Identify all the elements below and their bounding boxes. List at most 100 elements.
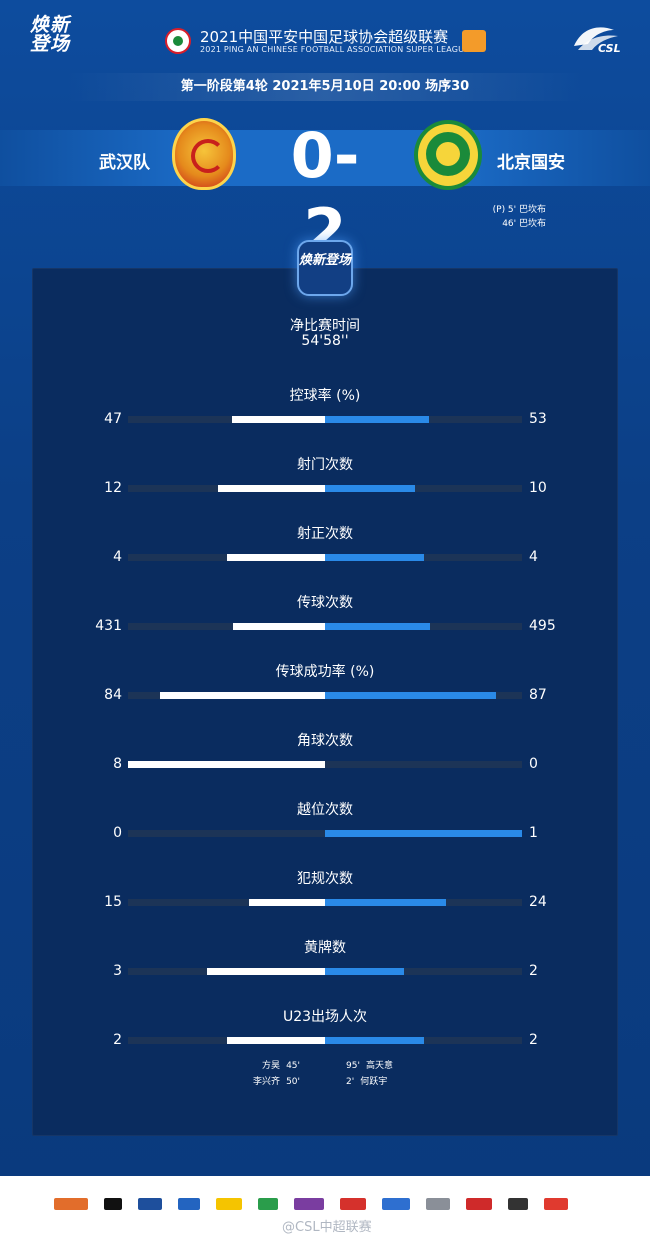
stat-bar-home [217,485,325,492]
sponsor-logo-icon [104,1198,122,1210]
stat-label: 控球率 (%) [289,388,361,404]
stat-row: 黄牌数 3 2 [0,937,650,997]
stat-row: 犯规次数 15 24 [0,868,650,928]
stat-bar-track [128,554,522,561]
stats-panel [32,268,618,1136]
stat-bar-away [325,623,431,630]
stat-away-value: 4 [529,549,538,565]
sponsor-logo-icon [340,1198,366,1210]
stat-bar-track [128,692,522,699]
stat-bar-away [325,1037,424,1044]
stat-row: 射门次数 12 10 [0,454,650,514]
stat-row: U23出场人次 2 2 [0,1006,650,1066]
stat-bar-home [249,899,325,906]
csl-text: CSL [598,42,621,55]
panel-badge-icon [297,240,353,296]
net-time-label: 净比赛时间 [290,318,360,334]
stat-bar-track [128,416,522,423]
stat-away-value: 10 [529,480,547,496]
top-header: 焕新登场 2021中国平安中国足球协会超级联赛 2021 PING AN CHI… [0,0,650,70]
league-title: 2021中国平安中国足球协会超级联赛 [200,28,449,46]
stat-home-value: 4 [113,549,122,565]
sponsor-logo-icon [426,1198,450,1210]
player-minute: 45' [286,1061,300,1071]
stat-away-value: 1 [529,825,538,841]
player-name: 高天意 [365,1061,393,1071]
goal-event: 46' 巴坎布 [502,219,546,229]
player-minute: 2' [346,1077,355,1087]
list-item: 方昊 45' [232,1058,300,1074]
stat-row: 传球成功率 (%) 84 87 [0,661,650,721]
stat-home-value: 2 [113,1032,122,1048]
stat-away-value: 53 [529,411,547,427]
list-item: 李兴齐 50' [232,1074,300,1090]
stat-bar-home [233,623,325,630]
stat-label: 射门次数 [297,457,353,473]
sponsor-logo-icon [382,1198,410,1210]
away-team-name: 北京国安 [497,153,565,173]
stat-bar-away [325,899,447,906]
stat-home-value: 3 [113,963,122,979]
stat-home-value: 8 [113,756,122,772]
sponsor-logo-icon [508,1198,528,1210]
u23-home-list: 方昊 45' 李兴齐 50' [232,1058,300,1090]
stat-label: 传球次数 [297,595,353,611]
csl-logo-icon [574,27,618,50]
stat-bar-track [128,1037,522,1044]
stat-label: 射正次数 [297,526,353,542]
sponsor-logo-icon [466,1198,492,1210]
list-item: 2' 何跃宇 [346,1074,393,1090]
stat-bar-away [325,692,497,699]
stat-bar-away [325,485,415,492]
stat-away-value: 0 [529,756,538,772]
goal-event: (P) 5' 巴坎布 [492,205,546,215]
watermark: @CSL中超联赛 [282,1220,372,1235]
away-crest-icon [414,120,482,190]
stat-away-value: 495 [529,618,556,634]
stat-bar-home [128,761,325,768]
player-name: 方昊 [262,1061,281,1071]
home-crest-icon [172,118,236,190]
stat-bar-home [159,692,325,699]
stat-label: 越位次数 [297,802,353,818]
stat-away-value: 2 [529,963,538,979]
player-name: 何跃宇 [360,1077,388,1087]
player-minute: 95' [346,1061,360,1071]
sponsor-logo-icon [178,1198,200,1210]
sponsor-badge-icon [462,30,486,52]
sponsor-logo-icon [544,1198,568,1210]
player-name: 李兴齐 [253,1077,281,1087]
stat-bar-home [226,1037,325,1044]
stat-bar-track [128,830,522,837]
stat-label: 犯规次数 [297,871,353,887]
stat-label: U23出场人次 [282,1009,368,1025]
player-minute: 50' [286,1077,300,1087]
away-goals: (P) 5' 巴坎布 46' 巴坎布 [470,203,546,231]
stat-bar-away [325,968,404,975]
stat-row: 射正次数 4 4 [0,523,650,583]
stat-bar-track [128,968,522,975]
sponsor-logo-icon [216,1198,242,1210]
stat-bar-home [206,968,325,975]
stat-home-value: 15 [104,894,122,910]
stat-home-value: 0 [113,825,122,841]
stat-home-value: 47 [104,411,122,427]
stat-row: 控球率 (%) 47 53 [0,385,650,445]
stat-bar-track [128,485,522,492]
score-band [0,130,650,186]
stat-bar-track [128,623,522,630]
stat-away-value: 2 [529,1032,538,1048]
stat-row: 传球次数 431 495 [0,592,650,652]
stat-label: 传球成功率 (%) [275,664,375,680]
stat-bar-home [226,554,325,561]
list-item: 95' 高天意 [346,1058,393,1074]
stat-bar-track [128,899,522,906]
stat-label: 角球次数 [297,733,353,749]
stat-row: 角球次数 8 0 [0,730,650,790]
home-team-name: 武汉队 [99,153,150,173]
round-info: 第一阶段第4轮 2021年5月10日 20:00 场序30 [0,73,650,101]
stat-bar-away [325,830,522,837]
cfa-emblem-icon [165,28,191,54]
u23-away-list: 95' 高天意 2' 何跃宇 [346,1058,393,1090]
stat-away-value: 24 [529,894,547,910]
